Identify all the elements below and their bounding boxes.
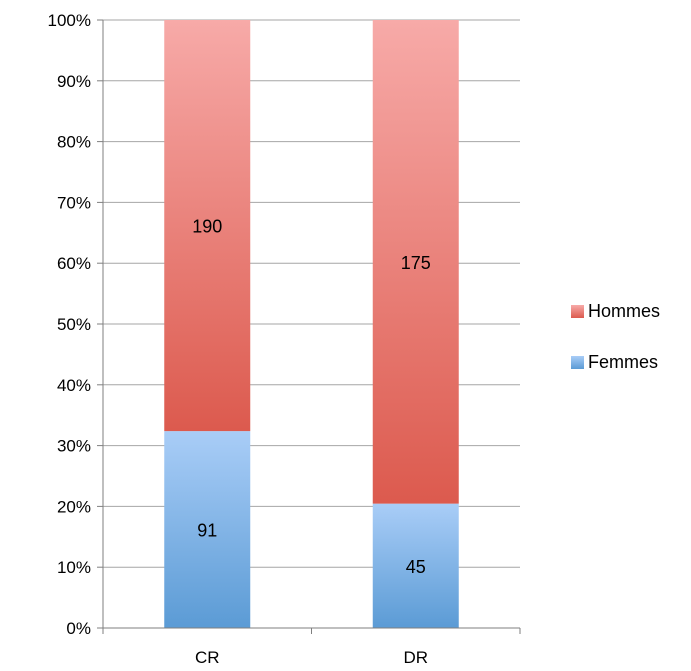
- y-tick-label: 90%: [57, 72, 91, 91]
- data-label: 190: [192, 217, 222, 237]
- y-tick-label: 30%: [57, 437, 91, 456]
- y-tick-label: 80%: [57, 133, 91, 152]
- data-label: 91: [197, 521, 217, 541]
- bar-segment-femmes-dr: [372, 503, 459, 628]
- legend-label-femmes: Femmes: [588, 352, 658, 372]
- x-axis-labels: CR DR: [195, 648, 428, 667]
- legend-label-hommes: Hommes: [588, 301, 660, 321]
- y-tick-label: 50%: [57, 315, 91, 334]
- legend-swatch-hommes: [571, 305, 584, 318]
- y-tick-label: 0%: [66, 619, 91, 638]
- legend: Hommes Femmes: [571, 301, 660, 372]
- axes: [97, 19, 521, 634]
- x-tick-label: DR: [403, 648, 428, 667]
- legend-swatch-femmes: [571, 356, 584, 369]
- bar-segment-femmes-cr: [164, 431, 251, 628]
- y-axis-labels: 0% 10% 20% 30% 40% 50% 60% 70% 80% 90% 100%: [48, 11, 91, 638]
- x-tick-label: CR: [195, 648, 220, 667]
- y-tick-label: 60%: [57, 254, 91, 273]
- bar-segment-hommes-dr: [372, 20, 459, 504]
- y-tick-label: 20%: [57, 497, 91, 516]
- y-tick-label: 40%: [57, 376, 91, 395]
- data-label: 175: [401, 253, 431, 273]
- data-label: 45: [406, 557, 426, 577]
- bar-segment-hommes-cr: [164, 20, 251, 432]
- y-tick-label: 10%: [57, 558, 91, 577]
- y-tick-label: 100%: [48, 11, 91, 30]
- bars: 91 190 45 175: [164, 20, 459, 628]
- y-tick-label: 70%: [57, 193, 91, 212]
